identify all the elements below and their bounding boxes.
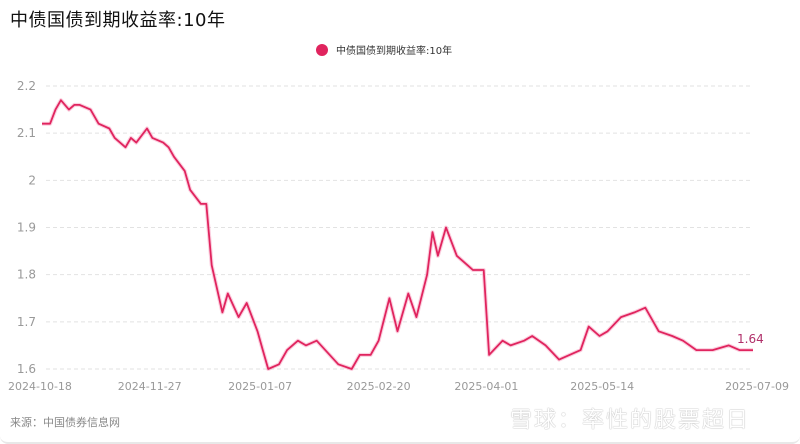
chart-legend[interactable]: 中债国债到期收益率:10年 xyxy=(316,42,452,57)
x-tick-label: 2025-04-01 xyxy=(454,380,518,393)
watermark: 雪球：率性的股票超日 xyxy=(510,408,751,433)
y-axis: 1.6 1.7 1.8 1.9 2 2.1 2.2 xyxy=(17,79,36,376)
last-value-label: 1.64 xyxy=(737,332,764,346)
card-border xyxy=(0,436,800,444)
legend-label: 中债国债到期收益率:10年 xyxy=(336,46,453,57)
x-tick-label: 2025-07-09 xyxy=(725,380,789,393)
x-tick-label: 2025-05-14 xyxy=(570,380,634,393)
y-tick-label: 2 xyxy=(28,173,36,187)
y-tick-label: 2.1 xyxy=(17,126,36,140)
x-tick-label: 2024-11-27 xyxy=(118,380,182,393)
x-tick-label: 2025-02-20 xyxy=(347,380,411,393)
legend-marker-icon xyxy=(316,43,328,56)
chart-title: 中债国债到期收益率:10年 xyxy=(10,10,226,31)
x-tick-label: 2025-01-07 xyxy=(228,380,292,393)
series-line[interactable] xyxy=(42,99,753,370)
x-axis: 2024-10-18 2024-11-27 2025-01-07 2025-02-20… xyxy=(8,380,789,393)
y-tick-label: 2.2 xyxy=(17,79,36,93)
source-note: 来源：中国债券信息网 xyxy=(10,416,120,429)
y-tick-label: 1.7 xyxy=(17,315,36,329)
y-tick-label: 1.9 xyxy=(17,221,36,235)
y-tick-label: 1.6 xyxy=(17,362,36,376)
x-tick-label: 2024-10-18 xyxy=(8,380,72,393)
y-tick-label: 1.8 xyxy=(17,268,36,282)
